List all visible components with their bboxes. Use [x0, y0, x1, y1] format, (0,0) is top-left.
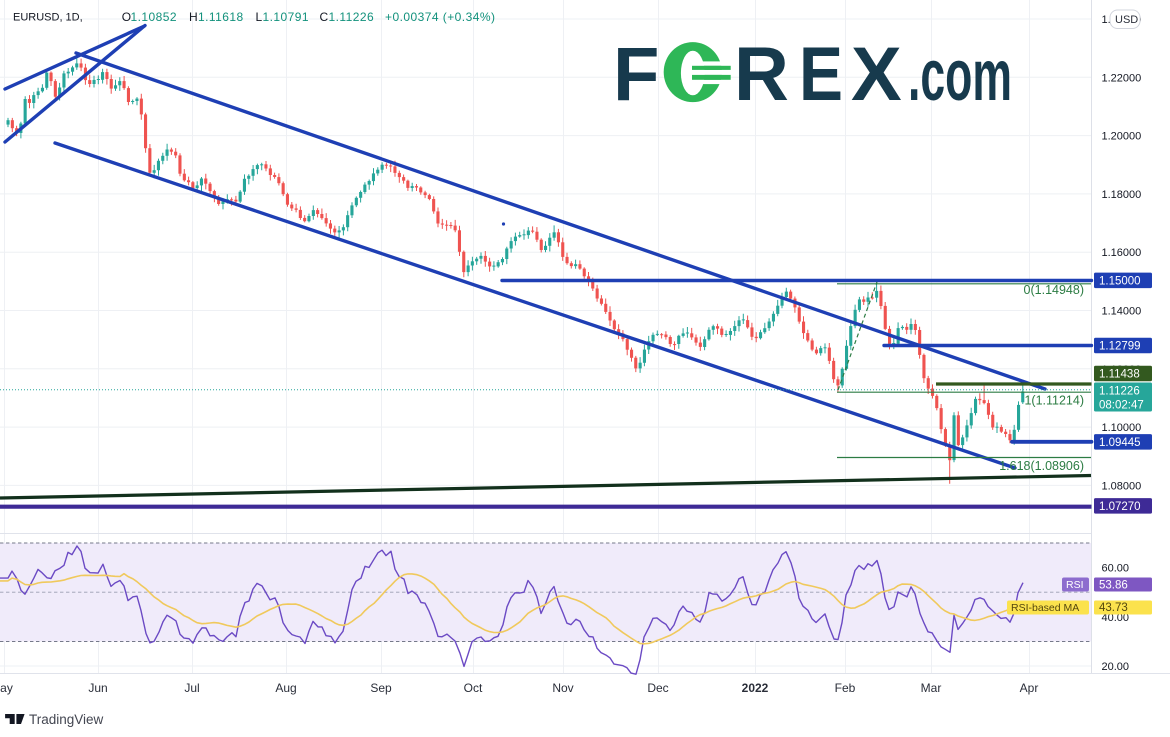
- svg-text:1.10852: 1.10852: [131, 10, 178, 24]
- svg-text:40.00: 40.00: [1102, 612, 1130, 624]
- svg-text:C: C: [320, 10, 329, 24]
- svg-text:1.12799: 1.12799: [1099, 341, 1141, 353]
- svg-text:X: X: [851, 32, 902, 117]
- svg-text:E: E: [799, 32, 843, 117]
- svg-text:60.00: 60.00: [1102, 563, 1130, 575]
- svg-text:L: L: [256, 10, 263, 24]
- svg-text:53.86: 53.86: [1099, 580, 1128, 592]
- svg-text:Feb: Feb: [835, 681, 856, 695]
- svg-text:1.11618: 1.11618: [198, 10, 244, 24]
- svg-text:1.20000: 1.20000: [1102, 131, 1142, 143]
- svg-text:USD: USD: [1115, 14, 1138, 26]
- svg-text:43.73: 43.73: [1099, 602, 1128, 614]
- svg-text:2022: 2022: [742, 681, 769, 695]
- svg-text:O: O: [122, 10, 132, 24]
- svg-text:1.18000: 1.18000: [1102, 189, 1142, 201]
- svg-text:Mar: Mar: [921, 681, 942, 695]
- svg-text:.com: .com: [908, 36, 1012, 116]
- svg-text:H: H: [189, 10, 198, 24]
- svg-text:F: F: [613, 32, 659, 117]
- svg-text:1.16000: 1.16000: [1102, 247, 1142, 259]
- svg-text:Dec: Dec: [647, 681, 668, 695]
- svg-text:1.08000: 1.08000: [1102, 480, 1142, 492]
- svg-text:TradingView: TradingView: [29, 712, 104, 727]
- svg-text:R: R: [734, 32, 789, 117]
- svg-text:Jul: Jul: [184, 681, 199, 695]
- svg-text:20.00: 20.00: [1102, 661, 1130, 673]
- svg-text:1.07270: 1.07270: [1099, 501, 1141, 513]
- svg-text:1.10000: 1.10000: [1102, 422, 1142, 434]
- svg-text:1.14000: 1.14000: [1102, 306, 1142, 318]
- svg-text:1.22000: 1.22000: [1102, 72, 1142, 84]
- svg-text:1.11438: 1.11438: [1099, 369, 1140, 381]
- svg-text:Apr: Apr: [1020, 681, 1039, 695]
- svg-text:08:02:47: 08:02:47: [1099, 400, 1144, 412]
- svg-text:May: May: [0, 681, 13, 695]
- svg-text:Sep: Sep: [370, 681, 392, 695]
- svg-text:1.09445: 1.09445: [1099, 437, 1141, 449]
- svg-text:1.15000: 1.15000: [1099, 275, 1141, 287]
- svg-text:1.11226: 1.11226: [1099, 386, 1140, 398]
- svg-text:Aug: Aug: [275, 681, 296, 695]
- svg-text:0(1.14948): 0(1.14948): [1024, 283, 1084, 297]
- svg-text:RSI-based MA: RSI-based MA: [1011, 602, 1079, 614]
- svg-text:Nov: Nov: [552, 681, 573, 695]
- svg-text:1(1.11214): 1(1.11214): [1024, 394, 1084, 408]
- svg-text:Jun: Jun: [88, 681, 107, 695]
- svg-text:+0.00374 (+0.34%): +0.00374 (+0.34%): [385, 10, 495, 24]
- svg-text:RSI: RSI: [1066, 579, 1084, 591]
- svg-text:1.10791: 1.10791: [263, 10, 310, 24]
- svg-text:EURUSD, 1D,: EURUSD, 1D,: [13, 12, 83, 24]
- svg-text:1.11226: 1.11226: [329, 10, 375, 24]
- svg-text:Oct: Oct: [464, 681, 483, 695]
- svg-text:1.618(1.08906): 1.618(1.08906): [999, 459, 1084, 473]
